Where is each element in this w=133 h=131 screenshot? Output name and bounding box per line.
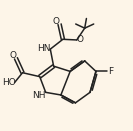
Text: HO: HO [2, 78, 16, 87]
Text: F: F [108, 67, 113, 76]
Text: O: O [53, 17, 60, 26]
Text: NH: NH [32, 91, 45, 100]
Text: HN: HN [38, 44, 51, 53]
Text: O: O [77, 35, 84, 44]
Text: O: O [9, 51, 16, 59]
